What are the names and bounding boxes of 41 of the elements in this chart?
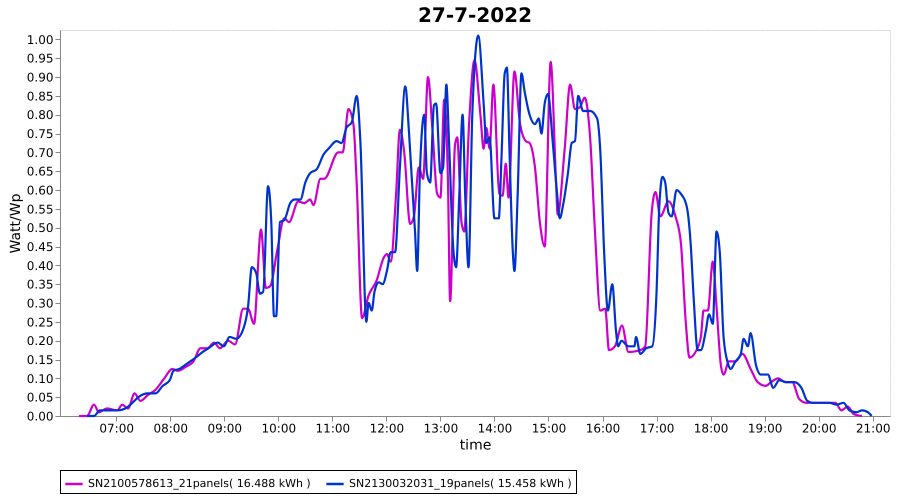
x-tick-label: 13:00 [424, 422, 458, 436]
y-tick-label: 0.30 [26, 296, 54, 311]
y-tick-label: 0.25 [26, 315, 54, 330]
x-tick-label: 19:00 [748, 422, 782, 436]
x-tick-label: 07:00 [99, 422, 134, 436]
x-axis-title: time [460, 438, 492, 454]
y-tick-label: 0.60 [26, 184, 54, 198]
x-tick-label: 12:00 [370, 422, 404, 436]
x-tick-label: 21:00 [856, 422, 891, 436]
y-tick-label: 0.55 [26, 202, 54, 216]
x-tick-label: 09:00 [207, 422, 242, 436]
y-tick-label: 0.80 [26, 108, 54, 122]
y-tick-label: 0.40 [26, 258, 54, 273]
y-tick-label: 0.95 [26, 52, 54, 66]
y-tick-label: 0.50 [26, 221, 54, 236]
y-tick-label: 0.45 [26, 240, 54, 254]
x-tick-label: 16:00 [586, 422, 620, 436]
y-tick-label: 0.15 [26, 353, 54, 368]
y-tick-label: 0.70 [26, 146, 54, 160]
y-tick-label: 0.85 [26, 89, 54, 104]
x-tick-label: 18:00 [694, 422, 728, 436]
x-tick-label: 11:00 [316, 422, 350, 436]
x-tick-label: 15:00 [532, 422, 566, 436]
x-tick-label: 14:00 [478, 422, 512, 436]
y-axis-title: Watt/Wp [8, 193, 24, 254]
legend-label: SN2130032031_19panels( 15.458 kWh ) [349, 477, 572, 490]
y-tick-label: 0.65 [26, 164, 54, 179]
y-tick-label: 0.05 [26, 390, 54, 405]
x-tick-label: 08:00 [153, 422, 188, 436]
y-tick-label: 0.75 [26, 127, 54, 142]
y-tick-label: 0.90 [26, 70, 54, 85]
y-tick-label: 0.10 [26, 372, 54, 386]
x-tick-label: 20:00 [802, 422, 836, 436]
y-tick-label: 0.35 [26, 278, 54, 292]
legend-label: SN2100578613_21panels( 16.488 kWh ) [88, 477, 311, 490]
x-tick-label: 10:00 [262, 422, 296, 436]
y-tick-label: 0.00 [26, 410, 54, 424]
y-tick-label: 0.20 [26, 334, 54, 348]
y-tick-label: 1.00 [26, 32, 54, 47]
chart-title: 27-7-2022 [418, 3, 532, 27]
x-tick-label: 17:00 [640, 422, 674, 436]
